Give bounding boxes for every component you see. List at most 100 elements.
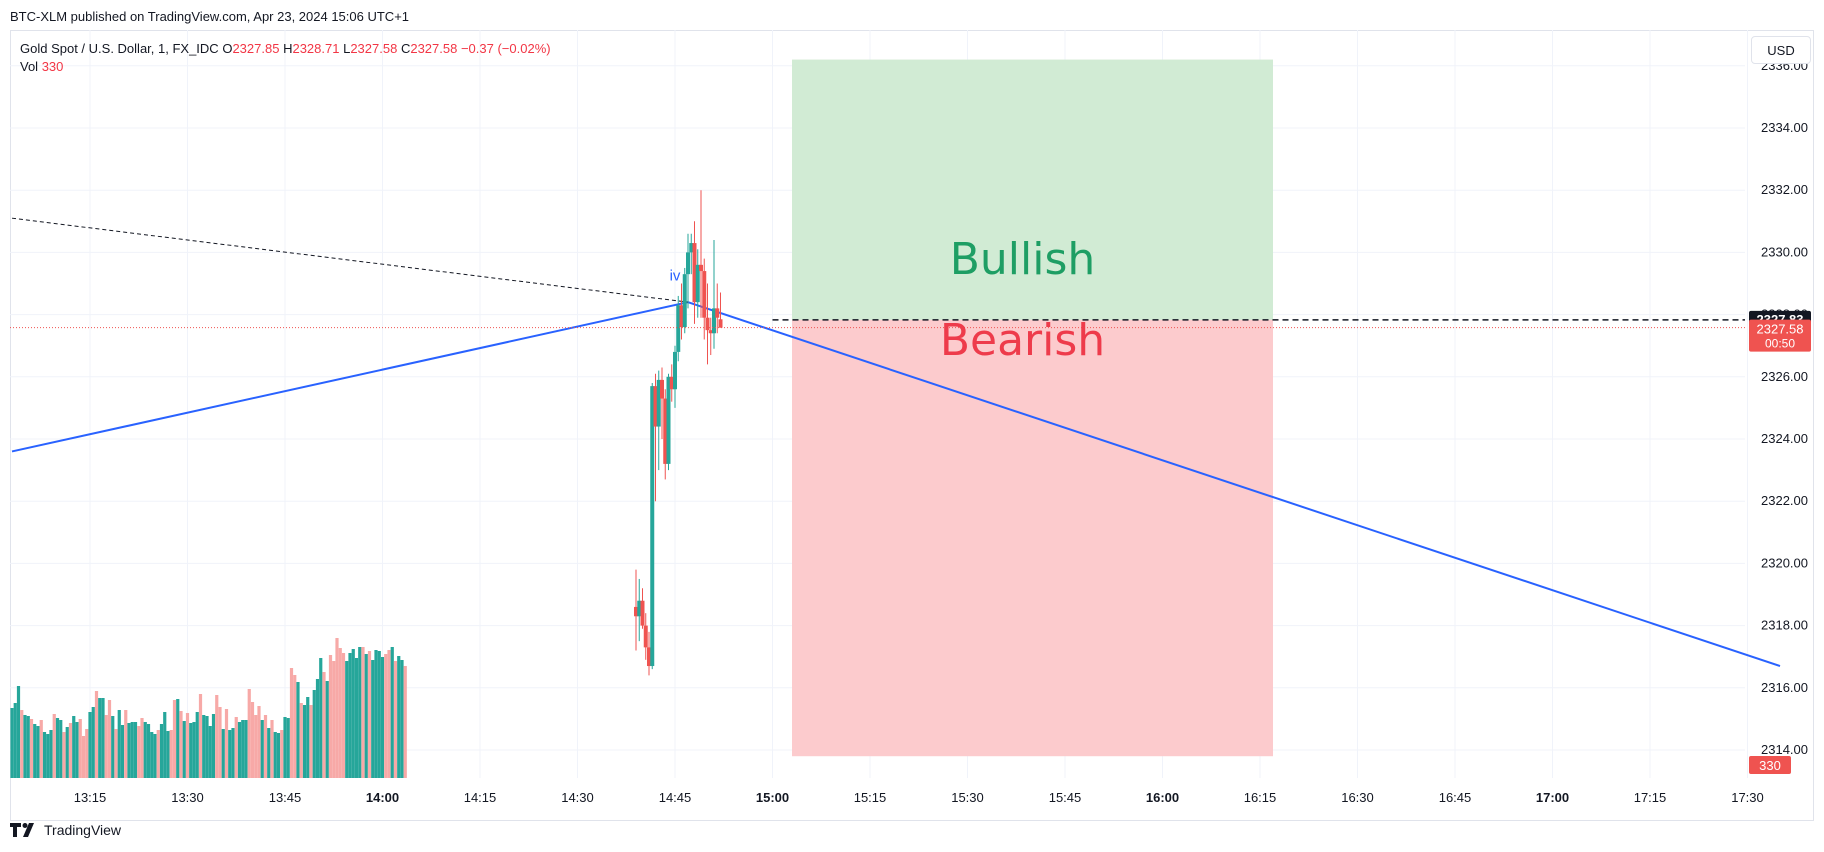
volume-bar (231, 728, 235, 778)
volume-bar (371, 660, 375, 778)
candle-body (673, 351, 677, 390)
candle-body (643, 625, 648, 648)
volume-bar (286, 718, 290, 778)
candle-body (692, 243, 697, 303)
volume-bar (390, 647, 394, 778)
volume-bar (146, 724, 151, 778)
volume-bar (221, 729, 225, 778)
volume-bar (374, 650, 378, 778)
volume-bar (257, 706, 261, 778)
volume-bar (163, 712, 167, 778)
volume-bar (338, 648, 342, 778)
countdown-tag: 00:50 (1765, 337, 1795, 351)
low-label: L (343, 41, 351, 56)
volume-bar (283, 717, 287, 778)
time-tick: 15:30 (951, 790, 984, 805)
bearish-zone (792, 319, 1273, 757)
time-tick: 14:15 (464, 790, 497, 805)
close-value: 2327.58 (410, 41, 458, 56)
last-price-tag-bg (1749, 319, 1811, 352)
volume-bar (202, 715, 206, 778)
price-axis: 2314.00 2316.00 2318.00 2320.00 2322.00 2324.… (1761, 58, 1808, 757)
volume-bar (361, 647, 365, 778)
symbol-legend: Gold Spot / U.S. Dollar, 1, FX_IDC O2327… (20, 40, 551, 76)
time-tick: 16:00 (1146, 790, 1179, 805)
volume-bar (397, 656, 401, 778)
volume-bar (150, 732, 154, 778)
price-tick: 2316.00 (1761, 680, 1808, 695)
volume-bar (328, 655, 333, 778)
volume-bar (130, 722, 134, 778)
volume-bar (13, 703, 17, 778)
volume-bar (62, 732, 66, 778)
volume-bar (345, 661, 349, 778)
time-tick: 15:45 (1049, 790, 1082, 805)
volume-bar (244, 720, 248, 778)
volume-bar (205, 716, 209, 778)
footer-brand[interactable]: TradingView (10, 822, 121, 838)
candle-body (663, 398, 668, 464)
volume-bar (94, 691, 99, 778)
open-label: O (222, 41, 233, 56)
candle-body (686, 252, 690, 275)
volume-bar (98, 698, 102, 778)
volume-bar (218, 707, 222, 778)
candle-body (712, 308, 716, 334)
volume-bar (185, 713, 190, 778)
bullish-zone (792, 59, 1273, 320)
volume-bar (49, 730, 53, 778)
volume-bar (111, 716, 115, 778)
high-value: 2328.71 (292, 41, 340, 56)
volume-bar (293, 675, 297, 778)
volume-bar (107, 700, 112, 778)
volume-bar (296, 682, 300, 778)
volume-bar (20, 710, 24, 778)
candle-body (637, 600, 642, 617)
volume-bar (104, 715, 108, 778)
volume-bar (302, 705, 307, 778)
volume-bar (260, 720, 264, 778)
price-tick: 2334.00 (1761, 120, 1808, 135)
time-tick: 17:30 (1731, 790, 1764, 805)
volume-bar (241, 720, 245, 778)
time-tick: 13:30 (171, 790, 204, 805)
volume-bar (341, 653, 346, 778)
volume-bar (387, 650, 391, 778)
time-tick: 16:15 (1244, 790, 1277, 805)
price-tick: 2318.00 (1761, 618, 1808, 633)
candle-body (676, 305, 681, 352)
volume-bar (10, 708, 14, 778)
volume-bar (267, 728, 271, 778)
volume-bar (52, 714, 56, 778)
volume-bar (195, 712, 199, 778)
candle-body (656, 379, 661, 427)
volume-bar (120, 725, 125, 778)
volume-bar (315, 679, 320, 778)
volume-bar (332, 661, 336, 778)
price-tick: 2326.00 (1761, 369, 1808, 384)
volume-bar (156, 730, 160, 778)
time-tick: 16:45 (1439, 790, 1472, 805)
volume-bar (33, 724, 37, 778)
candle-body (634, 606, 638, 617)
volume-bar (358, 647, 362, 778)
volume-bar (137, 726, 141, 778)
volume-bar (325, 681, 329, 778)
candle-body (660, 379, 664, 399)
volume-bar (393, 661, 398, 778)
candle-body (682, 274, 687, 328)
high-label: H (283, 41, 293, 56)
symbol-name[interactable]: Gold Spot / U.S. Dollar, 1, FX_IDC (20, 41, 219, 56)
volume-bar (351, 649, 355, 778)
volume-bar (312, 690, 316, 778)
candle-body (640, 600, 645, 626)
volume-bar (182, 721, 186, 778)
volume-bar (270, 720, 274, 778)
currency-button[interactable]: USD (1751, 36, 1811, 64)
chart-frame (10, 30, 1814, 821)
open-value: 2327.85 (232, 41, 280, 56)
volume-bar (276, 733, 281, 778)
candle-body (715, 308, 720, 318)
tradingview-logo-icon (10, 823, 34, 837)
